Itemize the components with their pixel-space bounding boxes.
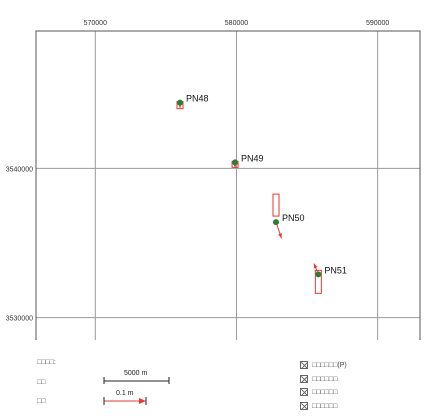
station-pn48: PN48 xyxy=(176,94,209,110)
layer-label: □□□□□□ xyxy=(312,402,338,410)
station-marker xyxy=(315,271,322,278)
layer-toggle-3[interactable]: □□□□□□ xyxy=(300,387,337,397)
legend-title: □□□□: xyxy=(37,359,56,366)
velocity-value: 0.1 m xyxy=(116,390,134,397)
axis-tick-labels: 570000 580000 590000 3540000 3530000 xyxy=(6,20,390,323)
velocity-scale-arrow xyxy=(103,397,147,405)
station-label: PN51 xyxy=(324,265,347,275)
layer-toggle-2[interactable]: □□□□□□ xyxy=(300,374,337,384)
station-marker xyxy=(177,99,183,106)
layer-label: □□□□□□ xyxy=(312,375,338,383)
scale-label: □□ xyxy=(37,379,46,386)
x-tick-label: 570000 xyxy=(84,20,107,27)
layer-toggle-1[interactable]: □□□□□□(P) xyxy=(300,360,347,370)
error-box xyxy=(314,269,322,294)
scale-distance: 5000 m xyxy=(124,370,148,377)
station-label: PN49 xyxy=(241,153,264,163)
x-tick-label: 580000 xyxy=(225,20,248,27)
station-layer: PN48 PN49 PN50 PN51 xyxy=(176,94,347,294)
map-frame xyxy=(35,30,421,340)
station-marker xyxy=(273,219,279,226)
error-box xyxy=(272,193,280,217)
layer-toggle-4[interactable]: □□□□□□ xyxy=(300,401,337,411)
station-pn49: PN49 xyxy=(231,153,264,168)
station-pn51: PN51 xyxy=(313,263,347,294)
layer-label: □□□□□□(P) xyxy=(312,361,347,369)
arrow-head xyxy=(278,233,282,239)
checkbox-icon[interactable] xyxy=(300,361,308,369)
velocity-label: □□ xyxy=(37,398,46,405)
scale-bar xyxy=(103,377,170,384)
checkbox-icon[interactable] xyxy=(300,402,308,410)
y-tick-label: 3540000 xyxy=(6,166,33,173)
station-pn50: PN50 xyxy=(272,193,305,239)
x-tick-label: 590000 xyxy=(366,20,389,27)
checkbox-icon[interactable] xyxy=(300,375,308,383)
station-label: PN50 xyxy=(282,213,305,223)
checkbox-icon[interactable] xyxy=(300,388,308,396)
station-label: PN48 xyxy=(186,94,209,104)
y-tick-label: 3530000 xyxy=(6,316,33,323)
layer-label: □□□□□□ xyxy=(312,388,338,396)
station-marker xyxy=(232,159,239,166)
arrow-head xyxy=(313,263,318,269)
grid-lines xyxy=(36,31,420,340)
